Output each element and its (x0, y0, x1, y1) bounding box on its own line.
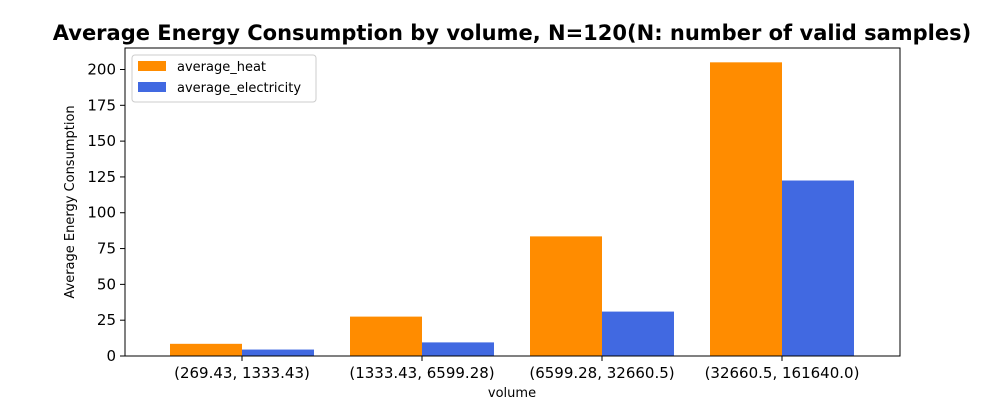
bar-average-heat-0 (170, 343, 242, 356)
y-tick-label: 75 (97, 240, 116, 258)
axes-layer: 0 25 50 75 100 125 150 175 200 (269.43, 1333.43) (… (87, 47, 901, 382)
bar-average-heat-2 (530, 236, 602, 356)
bar-average-electricity-3 (782, 180, 854, 356)
x-axis-label: volume (488, 386, 536, 400)
bar-average-electricity-2 (602, 311, 674, 356)
y-tick-label: 50 (97, 275, 116, 293)
bar-average-heat-1 (350, 316, 422, 356)
x-tick-label: (1333.43, 6599.28) (349, 364, 494, 382)
legend-label-average-heat: average_heat (177, 60, 266, 75)
legend-swatch-average-electricity (138, 82, 166, 92)
bar-average-heat-3 (710, 62, 782, 356)
plot-frame (124, 47, 901, 357)
y-tick-label: 100 (87, 204, 116, 222)
y-tick-label: 175 (87, 96, 116, 114)
legend: average_heat average_electricity (131, 54, 317, 103)
bars-layer (170, 62, 854, 356)
y-tick-label: 200 (87, 60, 116, 78)
x-tick-label: (269.43, 1333.43) (174, 364, 310, 382)
y-tick-label: 25 (97, 311, 116, 329)
y-tick-label: 0 (106, 347, 116, 365)
legend-swatch-average-heat (138, 61, 166, 71)
chart-title: Average Energy Consumption by volume, N=… (53, 21, 971, 45)
legend-label-average-electricity: average_electricity (177, 81, 301, 96)
y-tick-label: 125 (87, 168, 116, 186)
legend-box (131, 54, 317, 103)
bar-average-electricity-0 (242, 349, 314, 356)
y-axis-label: Average Energy Consumption (63, 105, 78, 298)
x-tick-label: (32660.5, 161640.0) (705, 364, 860, 382)
bar-average-electricity-1 (422, 342, 494, 356)
x-tick-label: (6599.28, 32660.5) (529, 364, 674, 382)
y-tick-label: 150 (87, 132, 116, 150)
